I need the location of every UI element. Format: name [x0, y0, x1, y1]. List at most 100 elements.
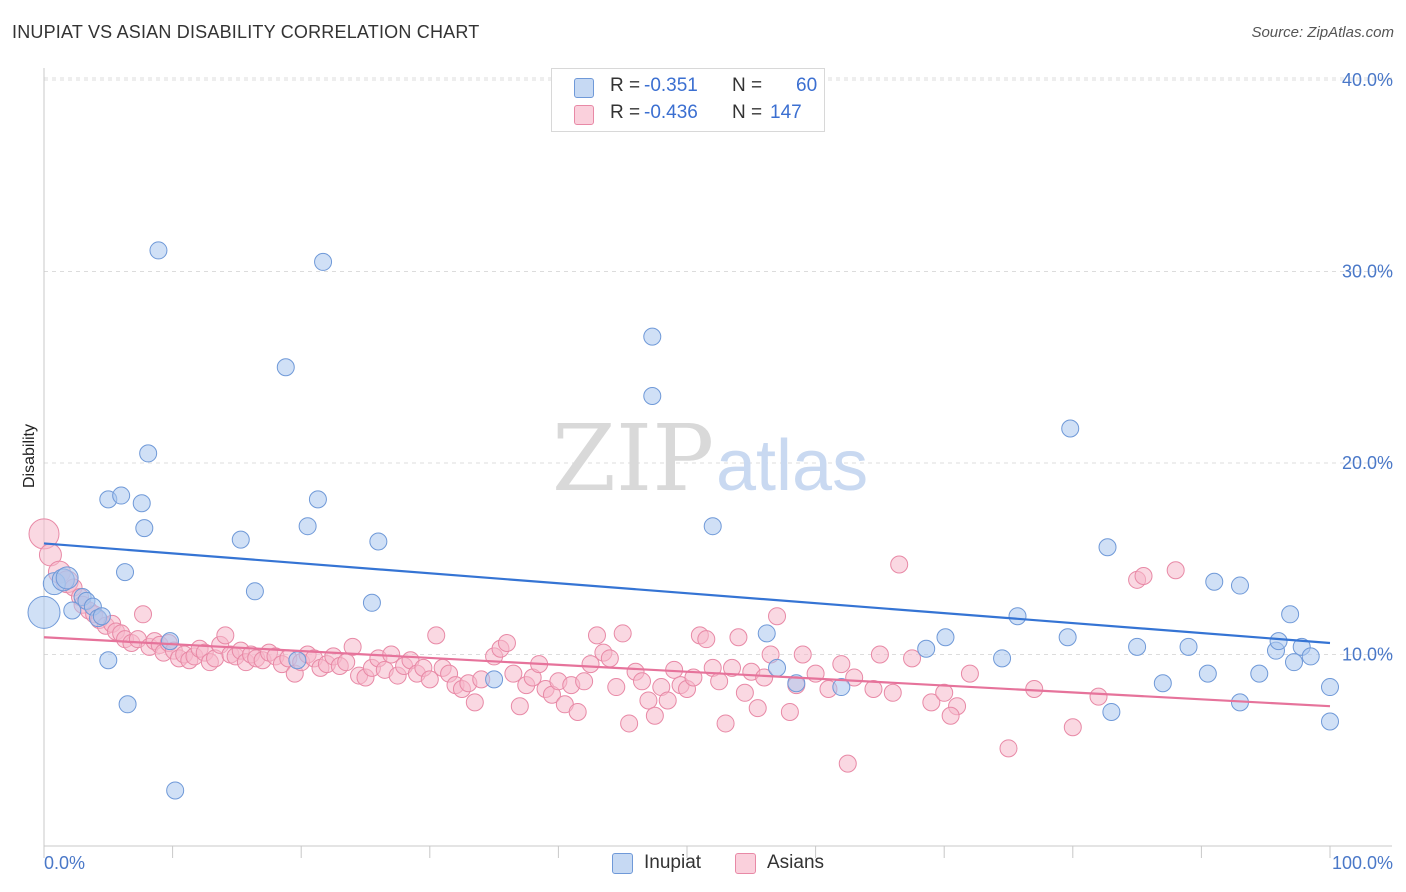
data-point [99, 651, 118, 670]
legend-n-value: 60 [796, 75, 818, 96]
data-point [362, 593, 381, 612]
data-point [497, 634, 516, 653]
data-point [1321, 678, 1339, 697]
watermark-atlas: atlas [716, 426, 868, 506]
data-point [757, 624, 776, 643]
tick-labels: 10.0% 20.0% 30.0% 40.0% 0.0% 100.0% [44, 70, 1393, 873]
data-point [1134, 566, 1153, 585]
data-point [118, 695, 137, 714]
legend-n-label: N = [732, 75, 763, 96]
data-point [276, 358, 295, 377]
data-point [245, 582, 264, 601]
data-point [960, 664, 979, 683]
data-point [632, 672, 651, 691]
data-point [337, 653, 356, 672]
data-point [1281, 605, 1300, 624]
data-point [613, 624, 632, 643]
data-point [161, 632, 180, 651]
data-point [308, 490, 327, 509]
data-point [298, 517, 317, 536]
correlation-legend: R = -0.351 N = 60 R = -0.436 N = 147 [551, 68, 825, 132]
data-point [216, 626, 235, 645]
legend-n-value: 147 [770, 102, 802, 123]
data-point [999, 739, 1018, 758]
data-point [575, 672, 594, 691]
chart-title: INUPIAT VS ASIAN DISABILITY CORRELATION … [12, 22, 480, 42]
data-point [1230, 576, 1249, 595]
data-point [620, 714, 639, 733]
y-tick-label: 30.0% [1342, 262, 1393, 282]
data-point [1179, 637, 1198, 656]
source-label: Source: ZipAtlas.com [1251, 24, 1394, 41]
data-point [870, 645, 889, 664]
data-point [643, 386, 662, 405]
data-point [643, 327, 662, 346]
data-point [465, 693, 484, 712]
watermark-zip: ZIP [552, 405, 714, 512]
data-point [1153, 674, 1172, 693]
legend-label-inupiat: Inupiat [644, 852, 702, 873]
data-point [510, 697, 529, 716]
data-point [993, 649, 1012, 668]
y-tick-label: 40.0% [1342, 70, 1393, 90]
data-point [420, 670, 439, 689]
data-point [504, 664, 523, 683]
data-point [1058, 628, 1077, 647]
data-point [787, 674, 806, 693]
data-point [343, 637, 362, 656]
legend-swatch-asians [574, 105, 594, 125]
data-point [27, 595, 61, 629]
data-point [166, 781, 185, 800]
data-point [780, 702, 799, 721]
legend-n-label: N = [732, 102, 763, 123]
data-point [941, 706, 960, 725]
data-point [838, 754, 857, 773]
data-point [922, 693, 941, 712]
data-point [581, 655, 600, 674]
data-point [600, 649, 619, 668]
data-point [645, 706, 664, 725]
data-point [587, 626, 606, 645]
data-point [427, 626, 446, 645]
x-tick-label: 0.0% [44, 853, 85, 873]
data-point [92, 607, 111, 626]
legend-swatch-inupiat [574, 78, 594, 98]
data-point [485, 670, 504, 689]
trend-line [43, 636, 1331, 708]
data-point [1301, 647, 1320, 666]
trend-lines [43, 542, 1331, 708]
data-point [1250, 664, 1269, 683]
data-point [639, 691, 658, 710]
y-tick-label: 10.0% [1342, 645, 1393, 665]
data-point [864, 679, 883, 698]
data-point [314, 252, 333, 271]
data-point [723, 658, 742, 677]
data-point [755, 668, 774, 687]
data-point [1061, 419, 1080, 438]
data-point [710, 672, 729, 691]
series-asians [28, 518, 1185, 773]
data-point [917, 639, 936, 658]
data-point [1269, 632, 1288, 651]
data-point [1205, 572, 1224, 591]
data-point [1284, 653, 1303, 672]
data-point [1128, 637, 1147, 656]
legend-r-label: R = [610, 75, 641, 96]
data-point [1321, 712, 1339, 731]
data-point [369, 532, 388, 551]
legend-r-label: R = [610, 102, 641, 123]
data-point [1198, 664, 1217, 683]
x-tick-label: 100.0% [1332, 853, 1393, 873]
data-point [1063, 718, 1082, 737]
data-point [55, 566, 79, 590]
legend-label-asians: Asians [767, 852, 825, 873]
data-point [735, 683, 754, 702]
data-point [793, 645, 812, 664]
data-point [288, 651, 307, 670]
trend-line [43, 542, 1331, 645]
legend-r-value: -0.351 [644, 75, 698, 96]
data-point [729, 628, 748, 647]
legend-swatch-inupiat [612, 853, 633, 874]
data-point [936, 628, 955, 647]
data-point [903, 649, 922, 668]
